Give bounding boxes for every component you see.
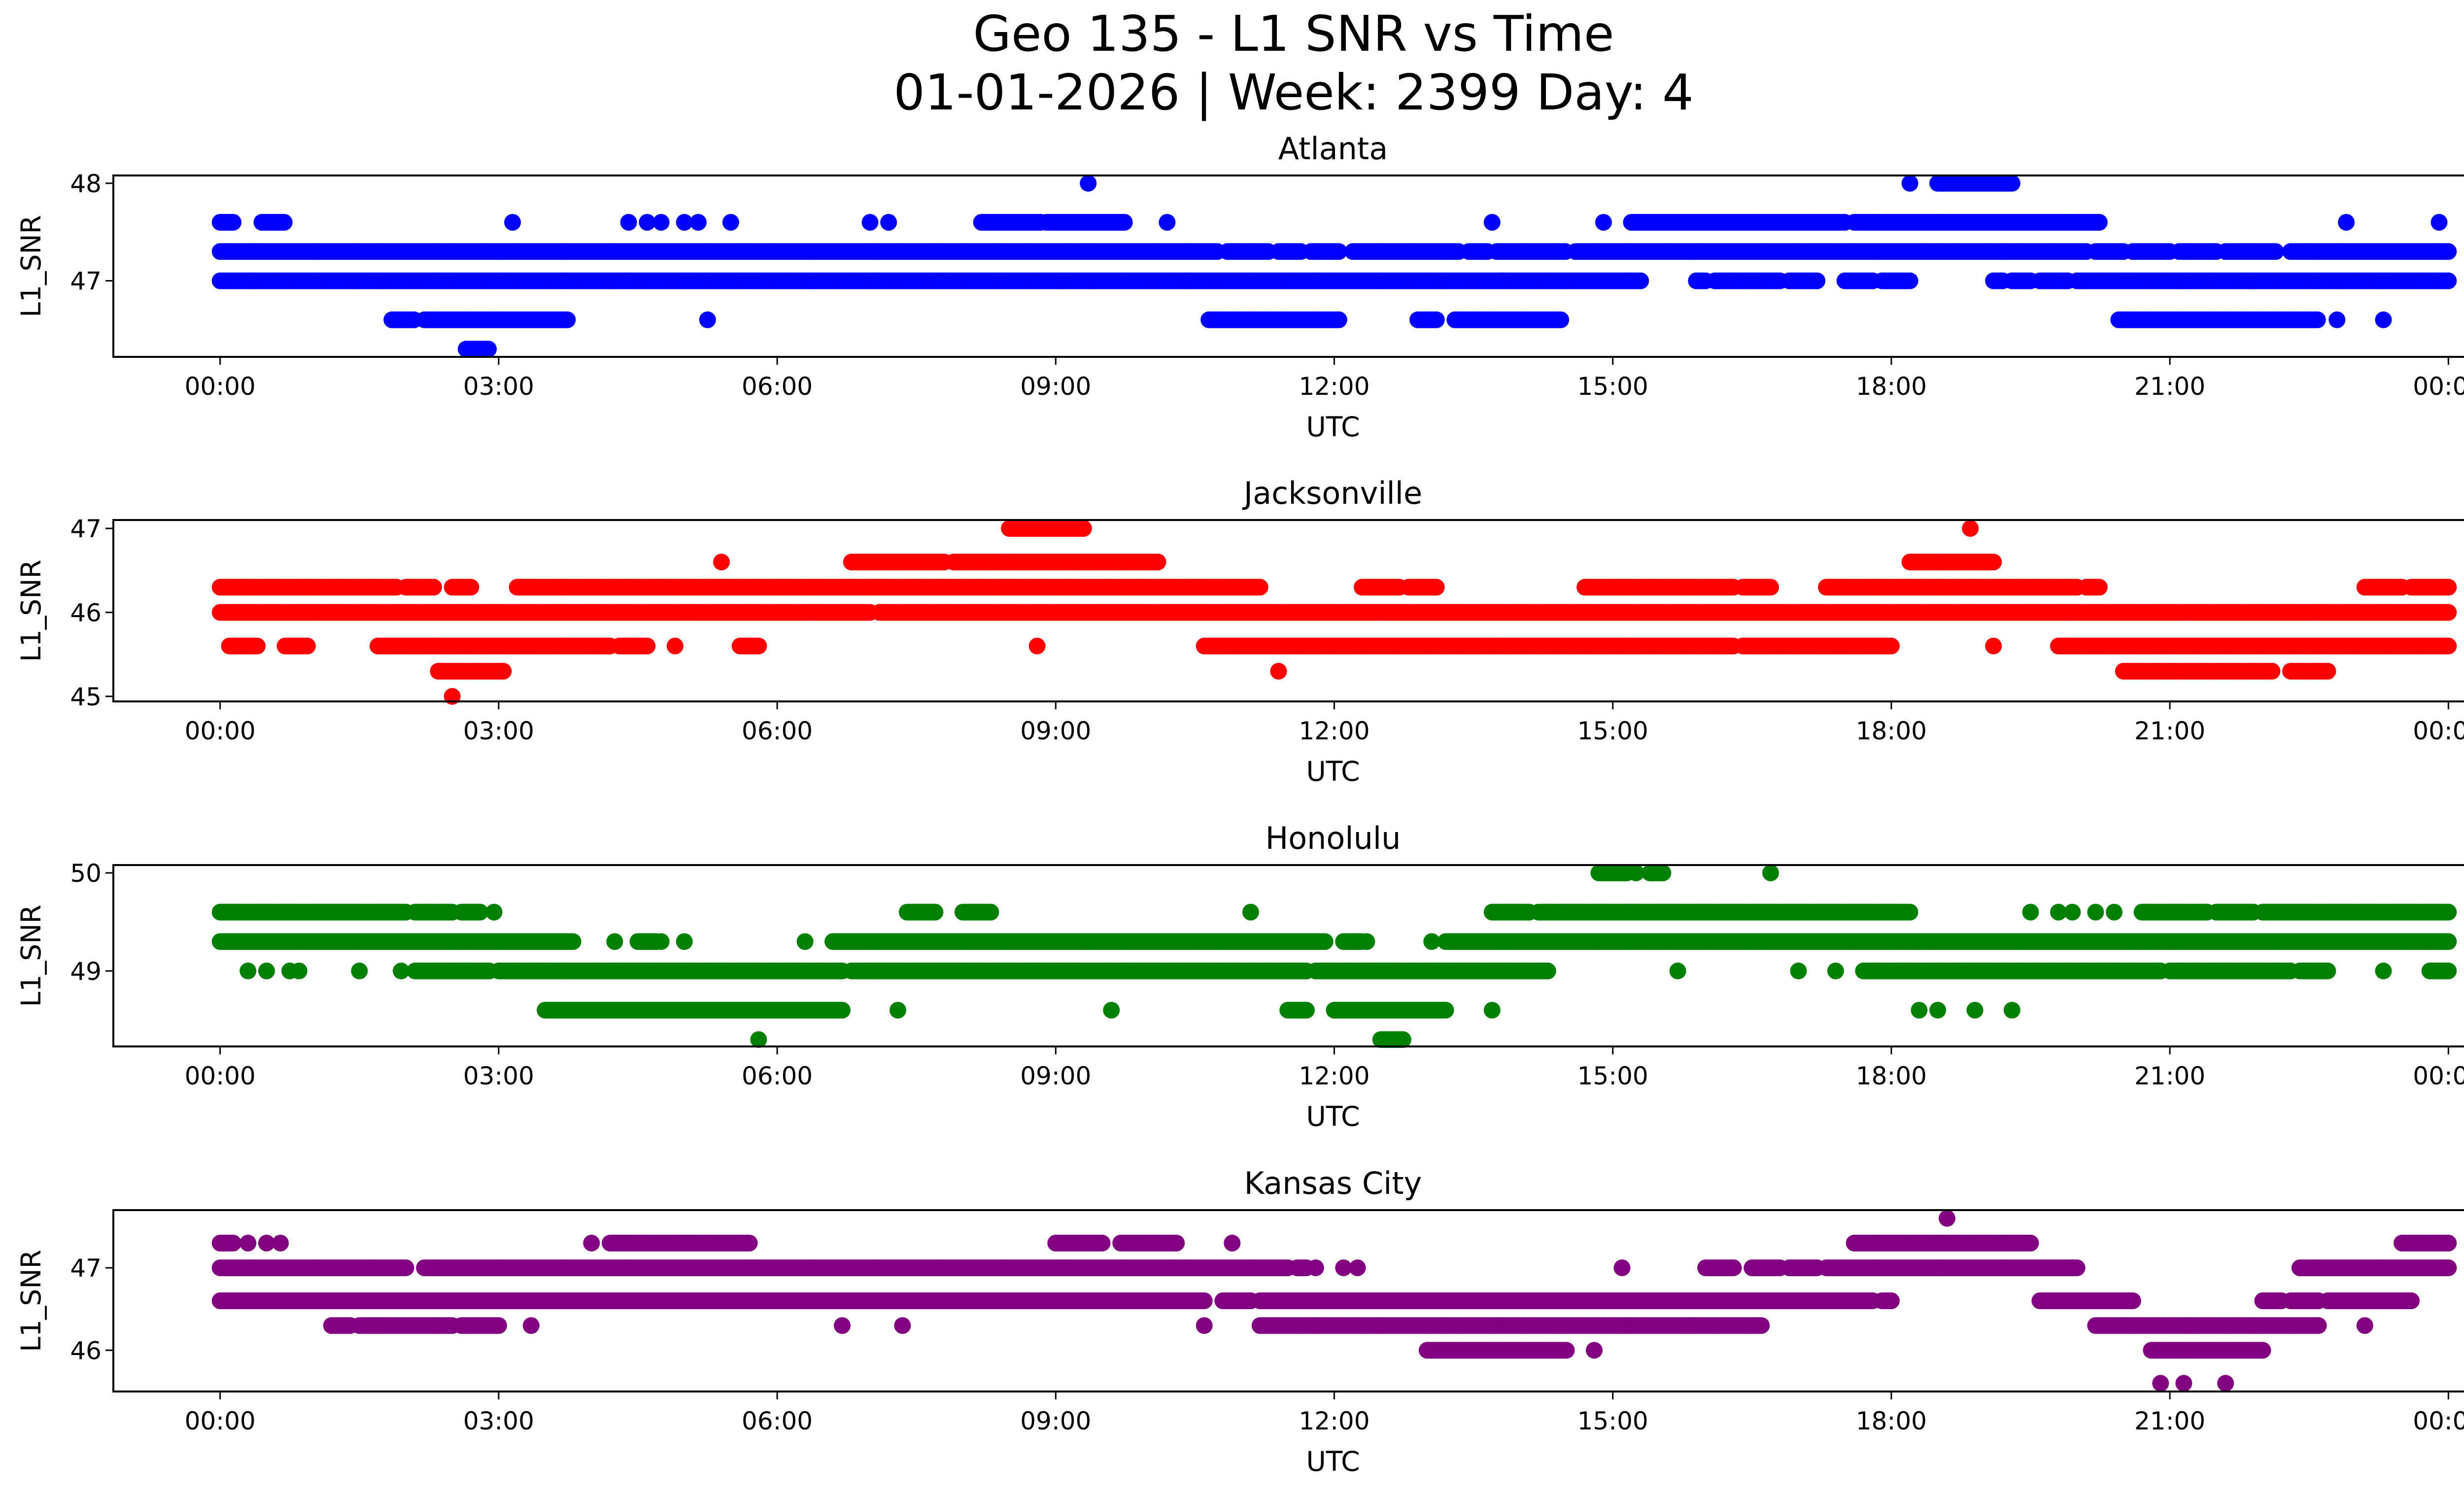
x-tick-label: 09:00	[1020, 372, 1091, 401]
x-tick-label: 12:00	[1299, 372, 1369, 401]
data-point	[1483, 214, 1501, 231]
x-tick-label: 18:00	[1856, 372, 1927, 401]
x-tick-label: 03:00	[463, 372, 534, 401]
data-point	[1762, 579, 1779, 596]
data-point	[2309, 311, 2326, 328]
figure-title-line2: 01-01-2026 | Week: 2399 Day: 4	[893, 64, 1693, 121]
data-point	[722, 214, 739, 231]
data-point	[2003, 174, 2020, 192]
data-point	[1251, 579, 1268, 596]
data-point	[425, 579, 442, 596]
data-point	[1595, 214, 1612, 231]
panel-atlanta: Atlanta 47 48 00:00 03:00 06:00 09:00 12:00 15…	[15, 131, 2464, 443]
data-point	[861, 214, 879, 231]
data-point	[1330, 311, 1347, 328]
x-tick-label: 06:00	[742, 372, 813, 401]
data-point	[559, 311, 576, 328]
data-point	[1632, 272, 1649, 289]
data-point	[480, 341, 497, 358]
data-point	[2430, 214, 2448, 231]
data-point	[652, 214, 670, 231]
x-tick-label: 15:00	[1577, 372, 1648, 401]
data-point	[1901, 272, 1918, 289]
data-point	[2328, 311, 2346, 328]
data-point	[275, 214, 293, 231]
data-point	[2267, 243, 2284, 260]
data-point	[1428, 579, 1445, 596]
data-point	[221, 214, 238, 231]
x-axis-label: UTC	[1306, 411, 1360, 443]
x-tick-label: 00:00	[2413, 372, 2464, 401]
data-point	[2090, 214, 2108, 231]
data-point	[1080, 174, 1097, 192]
data-point	[1901, 174, 1918, 192]
panel-title: Jacksonville	[1242, 475, 1422, 511]
data-point	[2090, 579, 2108, 596]
panel-title: Atlanta	[1278, 131, 1388, 167]
scatter-points	[211, 174, 2457, 358]
data-point	[2440, 272, 2457, 289]
y-tick-label: 47	[70, 267, 102, 296]
data-point	[1159, 214, 1176, 231]
x-tick-label: 21:00	[2134, 372, 2205, 401]
data-point	[2375, 311, 2392, 328]
data-point	[699, 311, 716, 328]
data-point	[689, 214, 707, 231]
data-point	[1552, 311, 1570, 328]
x-tick-label: 00:00	[185, 372, 256, 401]
data-point	[2440, 579, 2457, 596]
data-point	[1428, 311, 1445, 328]
data-point	[1809, 272, 1826, 289]
y-axis-label: L1_SNR	[15, 215, 47, 317]
data-point	[620, 214, 637, 231]
y-tick-label: 48	[70, 170, 102, 198]
figure-title-line1: Geo 135 - L1 SNR vs Time	[973, 5, 1614, 63]
data-point	[2440, 243, 2457, 260]
data-point	[504, 214, 521, 231]
data-point	[462, 579, 479, 596]
data-point	[1116, 214, 1133, 231]
data-point	[2338, 214, 2355, 231]
data-point	[880, 214, 897, 231]
